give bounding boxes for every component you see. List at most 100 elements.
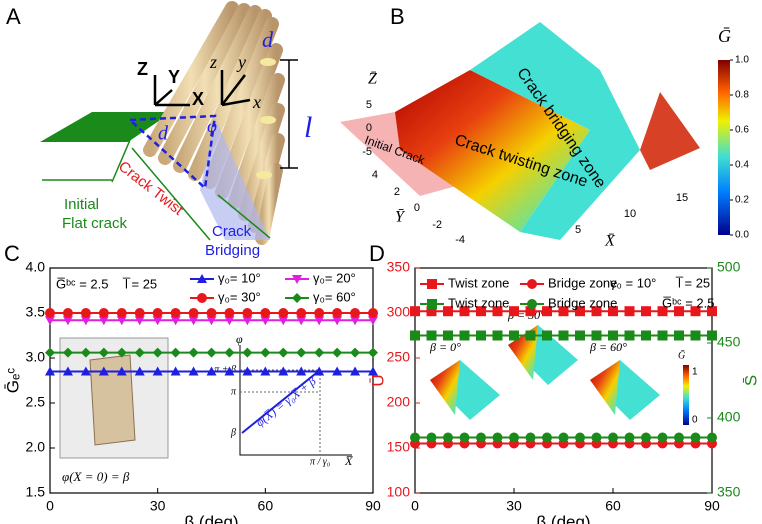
marker: [443, 330, 453, 341]
label-d: d: [262, 27, 274, 52]
inset-label: φ(X = 0) = β: [62, 469, 130, 484]
legend-marker: [527, 299, 537, 309]
marker: [314, 308, 325, 318]
marker: [206, 316, 217, 326]
marker: [350, 316, 361, 326]
legend-label: γ₀= 10°: [218, 270, 261, 285]
marker: [624, 330, 635, 341]
x-tick-label: 60: [258, 498, 274, 514]
y-tick-label: -4: [455, 234, 465, 246]
y-tick-label: -2: [432, 219, 442, 231]
label-x: x: [252, 92, 261, 112]
marker: [575, 432, 585, 443]
marker: [591, 330, 602, 341]
marker: [410, 306, 420, 317]
marker: [476, 306, 486, 317]
x-tick-label: 15: [676, 192, 688, 204]
y2-tick-label: 450: [717, 334, 741, 350]
marker: [260, 366, 271, 376]
y-tick-label: 350: [387, 259, 411, 275]
marker: [170, 366, 181, 376]
marker: [707, 432, 717, 443]
marker: [674, 330, 684, 341]
y-tick-label: 200: [387, 394, 411, 410]
marker: [260, 347, 271, 358]
marker: [332, 316, 343, 326]
marker: [278, 347, 289, 358]
marker: [224, 308, 235, 318]
marker: [690, 330, 701, 341]
legend-label: γ₀= 20°: [313, 270, 356, 285]
marker: [641, 306, 651, 317]
marker: [152, 347, 163, 358]
label-l: l: [304, 111, 312, 144]
legend-marker: [427, 279, 437, 289]
y-tick-label: 1.5: [26, 484, 46, 500]
marker: [62, 308, 73, 318]
marker: [575, 306, 585, 317]
legend-label: Twist zone: [448, 275, 509, 290]
label-phi: φ: [207, 116, 217, 136]
legend-marker: [292, 293, 302, 303]
inset-surface: [590, 360, 620, 415]
axes-arrows: [153, 70, 251, 107]
y2-tick-label: 500: [717, 259, 741, 275]
marker: [98, 347, 109, 358]
marker: [459, 306, 470, 317]
label-d: d: [158, 123, 169, 145]
z-tick-label: 5: [366, 99, 372, 111]
marker: [260, 308, 271, 318]
marker: [62, 366, 73, 376]
legend-marker: [427, 299, 437, 309]
marker: [332, 366, 343, 376]
marker: [206, 366, 217, 376]
marker: [641, 330, 651, 341]
z-tick-label: -5: [362, 146, 372, 158]
marker: [116, 316, 127, 326]
marker: [242, 308, 253, 318]
marker: [426, 306, 437, 317]
x-tick-label: 10: [624, 208, 636, 220]
panel-label: B: [390, 4, 405, 29]
colorbar-tick-label: 0.0: [735, 230, 749, 241]
legend-label: Bridge zone: [548, 275, 617, 290]
marker: [608, 330, 618, 341]
annotation: G̅ᵇᶜ = 2.5: [56, 276, 109, 291]
marker: [707, 330, 717, 341]
inset-label: π: [231, 386, 237, 397]
colorbar-tick-label: 0.8: [735, 90, 749, 101]
marker: [134, 366, 145, 376]
marker: [674, 306, 684, 317]
x-tick-label: 0: [46, 498, 54, 514]
marker: [314, 316, 325, 326]
y-tick-label: 4.0: [26, 259, 46, 275]
legend-marker: [197, 293, 207, 303]
y2-tick-label: 350: [717, 484, 741, 500]
label-X: X: [192, 89, 204, 109]
panel-label: D: [369, 241, 385, 266]
annotation: γ₀ = 10°: [610, 275, 656, 290]
y-tick-label: 0: [414, 202, 420, 214]
marker: [242, 347, 253, 358]
marker: [296, 308, 307, 318]
marker: [206, 347, 217, 358]
marker: [459, 432, 470, 443]
marker: [410, 432, 420, 443]
marker: [80, 347, 91, 358]
marker: [260, 316, 271, 326]
inset-label: β = 0°: [429, 340, 461, 354]
marker: [296, 347, 307, 358]
marker: [350, 347, 361, 358]
marker: [368, 366, 378, 376]
marker: [45, 316, 55, 326]
colorbar-tick-label: 0.2: [735, 195, 749, 206]
marker: [278, 366, 289, 376]
marker: [278, 308, 289, 318]
marker: [674, 432, 684, 443]
marker: [591, 432, 602, 443]
inset-surface: [430, 360, 460, 415]
marker: [509, 432, 519, 443]
legend-label: γ₀= 30°: [218, 289, 261, 304]
plot-frame: [414, 267, 713, 494]
